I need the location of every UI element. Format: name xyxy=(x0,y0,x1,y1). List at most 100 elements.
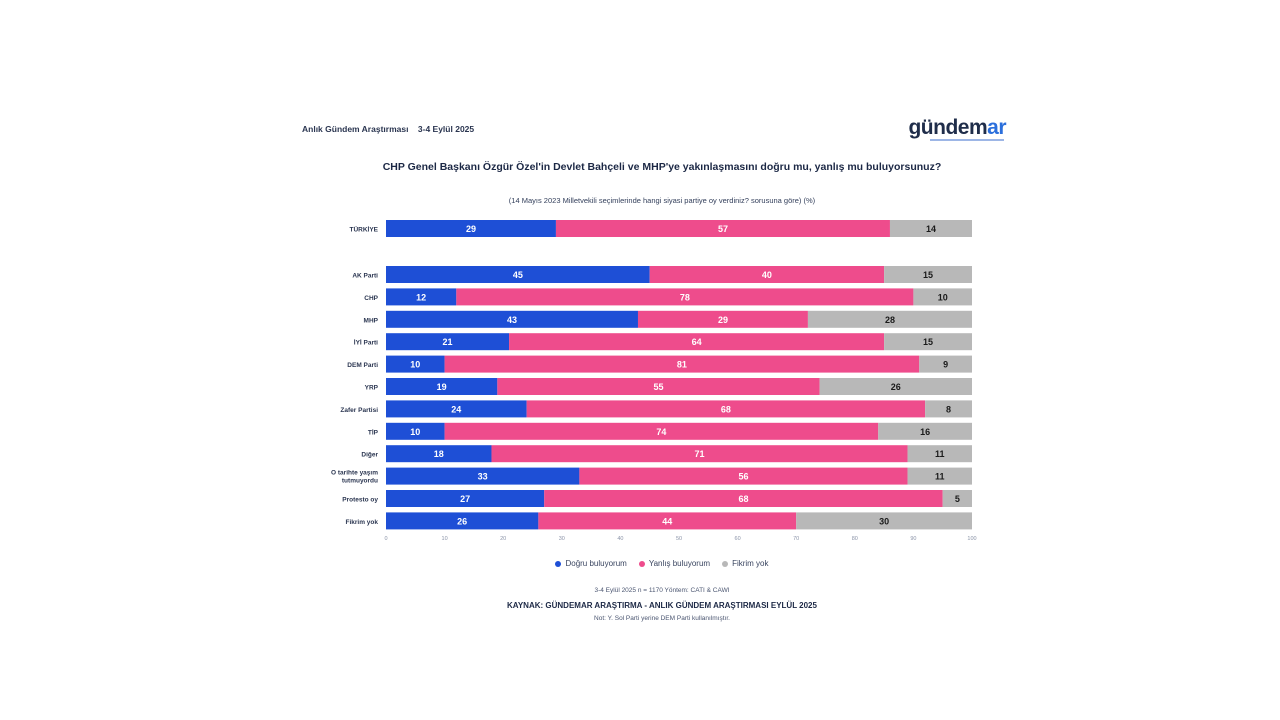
bar-segment-positive xyxy=(386,445,492,463)
brand-logo: gündemar xyxy=(908,116,1006,140)
data-label-neutral: 10 xyxy=(938,292,948,302)
data-label-positive: 10 xyxy=(410,427,420,437)
header-date: 3-4 Eylül 2025 xyxy=(417,124,475,134)
bar-segment-negative xyxy=(526,400,926,418)
x-tick-label: 60 xyxy=(735,536,741,542)
bar-segment-positive xyxy=(386,333,510,351)
legend-swatch-neutral xyxy=(722,560,729,567)
header-title: Anlık Gündem Araştırması xyxy=(302,124,409,134)
category-label: MHP xyxy=(364,317,379,324)
bar-segment-neutral xyxy=(919,355,972,373)
bar-segment-positive xyxy=(386,378,498,395)
logo-text-main: gündem xyxy=(908,116,988,139)
category-label: O tarihte yaşım tutmuyordu xyxy=(331,470,378,485)
data-label-positive: 43 xyxy=(507,315,517,325)
bar-segment-negative xyxy=(509,333,885,351)
category-label: YRP xyxy=(365,385,379,392)
x-tick-label: 40 xyxy=(617,536,623,542)
bar-segment-negative xyxy=(456,288,914,306)
legend-swatch-positive xyxy=(555,560,562,567)
data-label-neutral: 15 xyxy=(923,270,933,280)
bar-segment-neutral xyxy=(807,310,972,328)
legend-item-neutral: Fikrim yok xyxy=(722,559,769,568)
data-label-negative: 71 xyxy=(695,449,705,459)
bar-segment-negative xyxy=(544,490,943,507)
data-label-neutral: 14 xyxy=(926,224,936,234)
bar-segment-negative xyxy=(491,445,908,463)
category-label: İYİ Parti xyxy=(354,339,378,347)
data-label-positive: 24 xyxy=(451,404,461,414)
data-label-positive: 27 xyxy=(460,494,470,504)
data-label-neutral: 5 xyxy=(955,494,960,504)
legend-label-negative: Yanlış buluyorum xyxy=(648,559,711,568)
bar-segment-neutral xyxy=(913,288,972,306)
x-tick-label: 70 xyxy=(793,536,799,542)
bar-segment-negative xyxy=(497,378,820,395)
data-label-negative: 74 xyxy=(656,427,666,437)
bar-segment-positive xyxy=(386,288,457,306)
chart-legend: Doğru buluyorum Yanlış buluyorum Fikrim … xyxy=(292,559,1032,568)
bar-segment-positive xyxy=(386,400,527,418)
data-label-positive: 12 xyxy=(416,292,426,302)
x-tick-label: 100 xyxy=(967,536,976,542)
category-label: Zafer Partisi xyxy=(340,407,378,414)
data-label-positive: 18 xyxy=(434,449,444,459)
footer-source: KAYNAK: GÜNDEMAR ARAŞTIRMA - ANLIK GÜNDE… xyxy=(507,601,817,610)
data-label-negative: 81 xyxy=(677,360,687,370)
chart-plot: TÜRKİYE 29 57 14 AK Parti 45 40 15 CHP 12 78 10 MHP 4… xyxy=(331,220,977,542)
bar-segment-positive xyxy=(386,310,638,328)
bar-segment-negative xyxy=(555,220,890,237)
x-tick-label: 20 xyxy=(500,536,506,542)
category-label: DEM Parti xyxy=(347,362,378,369)
category-label: Protesto oy xyxy=(342,497,378,504)
data-label-negative: 44 xyxy=(662,516,672,526)
data-label-neutral: 8 xyxy=(946,404,951,414)
bar-segment-positive xyxy=(386,422,445,440)
data-label-negative: 68 xyxy=(738,494,748,504)
chart-subtitle: (14 Mayıs 2023 Milletvekili seçimlerinde… xyxy=(508,196,816,205)
bar-segment-positive xyxy=(386,355,445,373)
data-label-neutral: 16 xyxy=(920,427,930,437)
bar-segment-neutral xyxy=(942,490,972,507)
legend-item-positive: Doğru buluyorum xyxy=(555,559,627,568)
category-label: CHP xyxy=(364,295,378,302)
data-label-negative: 78 xyxy=(680,292,690,302)
logo-underline xyxy=(930,139,1004,141)
bar-segment-negative xyxy=(649,266,885,283)
bar-segment-neutral xyxy=(907,467,972,485)
bar-segment-neutral xyxy=(878,422,972,440)
x-tick-label: 80 xyxy=(852,536,858,542)
bar-segment-positive xyxy=(386,266,650,283)
logo-text-accent: ar xyxy=(987,116,1006,139)
data-label-neutral: 30 xyxy=(879,516,889,526)
data-label-neutral: 26 xyxy=(891,382,901,392)
x-tick-label: 30 xyxy=(559,536,565,542)
bar-segment-neutral xyxy=(884,266,972,283)
bar-segment-negative xyxy=(444,355,920,373)
data-label-positive: 45 xyxy=(513,270,523,280)
data-label-neutral: 15 xyxy=(923,337,933,347)
bar-segment-neutral xyxy=(819,378,972,395)
data-label-positive: 33 xyxy=(478,472,488,482)
footer-method: 3-4 Eylül 2025 n = 1170 Yöntem: CATI & C… xyxy=(594,587,730,594)
data-label-positive: 10 xyxy=(410,360,420,370)
category-label: AK Parti xyxy=(352,273,378,280)
data-label-negative: 57 xyxy=(718,224,728,234)
x-tick-label: 50 xyxy=(676,536,682,542)
header-meta: Anlık Gündem Araştırması 3-4 Eylül 2025 xyxy=(302,124,474,134)
chart-title: CHP Genel Başkanı Özgür Özel'in Devlet B… xyxy=(382,161,942,173)
data-label-negative: 56 xyxy=(738,472,748,482)
data-label-negative: 29 xyxy=(718,315,728,325)
bar-segment-neutral xyxy=(796,512,972,530)
chart-card: Anlık Gündem Araştırması 3-4 Eylül 2025 … xyxy=(292,108,1032,628)
bar-segment-positive xyxy=(386,467,580,485)
legend-label-neutral: Fikrim yok xyxy=(732,559,769,568)
bar-segment-negative xyxy=(444,422,879,440)
bar-segment-neutral xyxy=(884,333,972,351)
category-label: Fikrim yok xyxy=(345,519,378,526)
category-label: TİP xyxy=(368,428,379,436)
data-label-negative: 68 xyxy=(721,404,731,414)
bar-segment-positive xyxy=(386,512,539,530)
bar-segment-neutral xyxy=(889,220,972,237)
legend-swatch-negative xyxy=(638,560,645,567)
